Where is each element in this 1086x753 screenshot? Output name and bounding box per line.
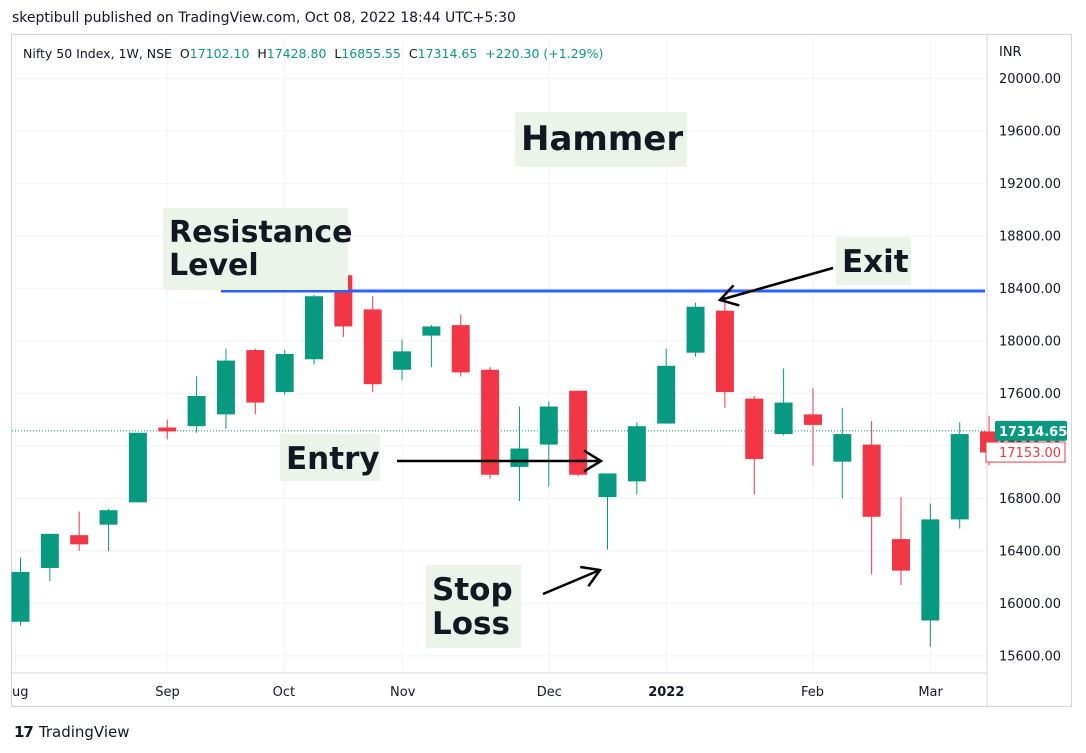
resistance-note-box bbox=[163, 208, 348, 290]
candle-body[interactable] bbox=[422, 326, 441, 336]
tradingview-footer: 17 TradingView bbox=[14, 722, 130, 742]
tradingview-brand-text: TradingView bbox=[38, 723, 130, 741]
y-tick-label: 20000.00 bbox=[999, 72, 1061, 87]
prev-close-label: 17153.00 bbox=[999, 446, 1061, 461]
candle-body[interactable] bbox=[451, 325, 470, 373]
y-tick-label: 18000.00 bbox=[999, 334, 1061, 349]
candle-body[interactable] bbox=[363, 309, 382, 385]
candle-body[interactable] bbox=[40, 533, 59, 568]
exit-arrow-head bbox=[717, 284, 740, 307]
y-tick-label: 16400.00 bbox=[999, 544, 1061, 559]
candle-body[interactable] bbox=[275, 354, 294, 393]
ohlc-part: 17314.65 bbox=[418, 46, 486, 61]
ohlc-part: Nifty 50 Index, 1W, NSE bbox=[23, 46, 180, 61]
candle-body[interactable] bbox=[510, 448, 529, 467]
candle-body[interactable] bbox=[70, 535, 89, 545]
last-price-label: 17314.65 bbox=[999, 425, 1067, 440]
candle-body[interactable] bbox=[158, 427, 177, 432]
entry-arrow-head bbox=[583, 449, 604, 473]
candlestick-chart[interactable]: 20000.00 19600.00 19200.00 18800.00 18400.00… bbox=[0, 0, 1086, 720]
x-tick-label: Feb bbox=[801, 685, 824, 700]
ohlc-part: C bbox=[409, 46, 418, 61]
ohlc-part: L bbox=[334, 46, 341, 61]
candle-body[interactable] bbox=[128, 432, 147, 503]
y-tick-label: 17600.00 bbox=[999, 387, 1061, 402]
ohlc-part: H bbox=[257, 46, 266, 61]
stoploss-arrow-head bbox=[580, 565, 603, 587]
exit-arrow-shaft bbox=[719, 266, 834, 302]
ohlc-part: 17102.10 bbox=[190, 46, 258, 61]
chart-frame bbox=[11, 34, 1072, 707]
y-tick-label: 18400.00 bbox=[999, 282, 1061, 297]
candle-body[interactable] bbox=[99, 510, 118, 525]
prev-close-badge bbox=[985, 441, 1066, 463]
candle-body[interactable] bbox=[921, 519, 940, 621]
stoploss-note-box bbox=[426, 565, 521, 648]
x-tick-label: Mar bbox=[918, 685, 943, 700]
candle-body[interactable] bbox=[833, 434, 852, 462]
exit-note-text: Exit bbox=[842, 244, 909, 280]
y-tick-label: 15600.00 bbox=[999, 649, 1061, 664]
y-tick-label: 18800.00 bbox=[999, 229, 1061, 244]
stoploss-arrow-shaft bbox=[542, 568, 601, 596]
ohlc-part: +220.30 (+1.29%) bbox=[485, 46, 603, 61]
candle-body[interactable] bbox=[950, 434, 969, 520]
candle-body[interactable] bbox=[246, 350, 265, 403]
tradingview-logo-icon: 17 bbox=[14, 723, 34, 741]
ohlc-part: O bbox=[180, 46, 190, 61]
resistance-note-text: Resistance bbox=[169, 215, 353, 250]
entry-note-box bbox=[280, 434, 380, 481]
publisher-header: skeptibull published on TradingView.com,… bbox=[12, 10, 516, 26]
candle-body[interactable] bbox=[745, 398, 764, 460]
y-tick-label: 16000.00 bbox=[999, 597, 1061, 612]
candle-body[interactable] bbox=[657, 365, 676, 424]
x-tick-label: ug bbox=[12, 685, 29, 700]
candle-body[interactable] bbox=[862, 444, 881, 517]
candle-body[interactable] bbox=[803, 414, 822, 425]
candle-body[interactable] bbox=[481, 369, 500, 475]
entry-note-text: Entry bbox=[286, 441, 380, 477]
y-tick-label: 19600.00 bbox=[999, 124, 1061, 139]
x-tick-label: Sep bbox=[155, 685, 180, 700]
candle-body[interactable] bbox=[393, 351, 412, 370]
hammer-title-box bbox=[515, 112, 687, 167]
last-price-badge bbox=[995, 420, 1067, 441]
candle-body[interactable] bbox=[569, 390, 588, 475]
currency-label: INR bbox=[999, 45, 1022, 60]
candle-body[interactable] bbox=[539, 406, 558, 445]
candle-body[interactable] bbox=[598, 473, 617, 498]
ohlc-part: 16855.55 bbox=[341, 46, 409, 61]
ohlc-legend: Nifty 50 Index, 1W, NSE O17102.10 H17428… bbox=[23, 46, 603, 61]
hammer-title-text: Hammer bbox=[521, 119, 683, 159]
y-tick-label: 16800.00 bbox=[999, 492, 1061, 507]
candle-body[interactable] bbox=[216, 360, 235, 415]
stoploss-note-text: Stop bbox=[432, 572, 513, 608]
candle-body[interactable] bbox=[715, 310, 734, 393]
exit-note-box bbox=[836, 237, 911, 285]
x-tick-label: Dec bbox=[537, 685, 562, 700]
stoploss-note-text: Loss bbox=[432, 606, 510, 642]
candle-body[interactable] bbox=[774, 402, 793, 435]
candle-body[interactable] bbox=[686, 306, 705, 353]
ohlc-part: 17428.80 bbox=[267, 46, 335, 61]
candle-body[interactable] bbox=[187, 396, 206, 427]
resistance-note-text: Level bbox=[169, 248, 259, 283]
candle-body[interactable] bbox=[11, 571, 30, 622]
x-tick-label: Nov bbox=[390, 685, 416, 700]
x-tick-label: 2022 bbox=[648, 685, 684, 700]
y-tick-label: 19200.00 bbox=[999, 177, 1061, 192]
x-tick-label: Oct bbox=[273, 685, 295, 700]
candle-body[interactable] bbox=[892, 539, 910, 571]
candle-body[interactable] bbox=[627, 426, 646, 482]
candle-body[interactable] bbox=[305, 296, 323, 360]
